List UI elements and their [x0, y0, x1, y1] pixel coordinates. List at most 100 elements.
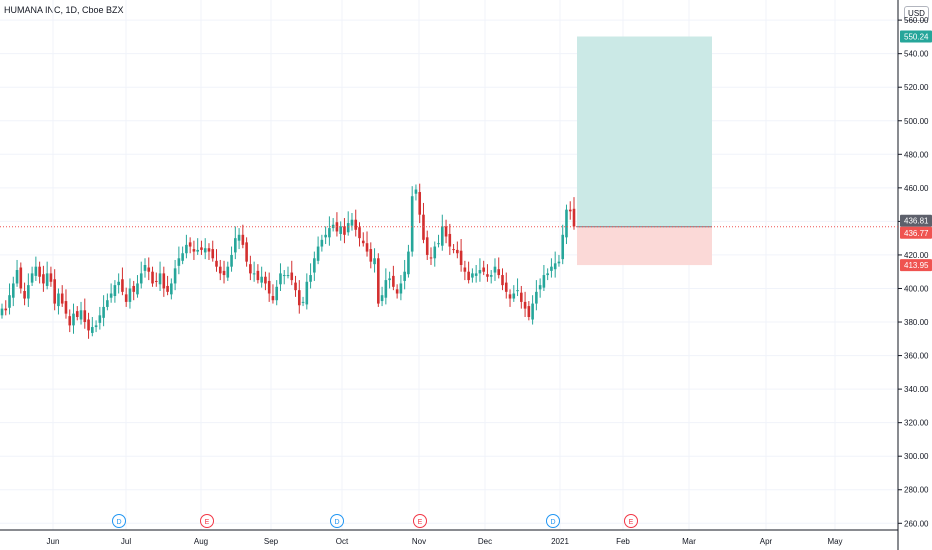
candle-body[interactable] — [297, 290, 301, 306]
candle-body[interactable] — [339, 226, 342, 234]
candle-body[interactable] — [294, 282, 297, 291]
candle-body[interactable] — [245, 242, 248, 262]
candle-body[interactable] — [452, 249, 455, 251]
candle-body[interactable] — [173, 268, 177, 284]
candle-body[interactable] — [8, 295, 11, 308]
candle-body[interactable] — [572, 208, 576, 227]
candle-body[interactable] — [64, 301, 68, 314]
candle-body[interactable] — [358, 227, 361, 239]
candle-body[interactable] — [482, 267, 485, 272]
candle-body[interactable] — [565, 209, 568, 238]
candle-body[interactable] — [79, 310, 83, 320]
candle-body[interactable] — [290, 272, 294, 281]
candle-body[interactable] — [275, 286, 279, 301]
loss-zone[interactable] — [577, 226, 712, 266]
candle-body[interactable] — [403, 271, 406, 281]
candle-body[interactable] — [508, 294, 512, 299]
candle-body[interactable] — [57, 293, 60, 307]
dividend-badge[interactable] — [112, 514, 126, 528]
candle-body[interactable] — [188, 242, 192, 247]
candle-body[interactable] — [166, 285, 169, 292]
candle-body[interactable] — [550, 266, 553, 271]
candle-body[interactable] — [271, 296, 275, 301]
candle-body[interactable] — [0, 308, 4, 316]
candle-body[interactable] — [87, 319, 90, 331]
candle-body[interactable] — [102, 306, 105, 318]
candle-body[interactable] — [369, 249, 373, 262]
candle-body[interactable] — [83, 310, 87, 323]
candle-body[interactable] — [196, 249, 199, 252]
candle-body[interactable] — [414, 189, 418, 194]
candle-body[interactable] — [354, 219, 358, 230]
candle-body[interactable] — [324, 234, 327, 238]
candle-body[interactable] — [185, 244, 188, 254]
candle-body[interactable] — [504, 282, 508, 292]
candle-body[interactable] — [407, 251, 410, 275]
candle-body[interactable] — [410, 196, 414, 252]
candle-body[interactable] — [501, 275, 504, 286]
candle-body[interactable] — [392, 275, 395, 287]
candle-body[interactable] — [136, 283, 139, 295]
candle-body[interactable] — [531, 303, 534, 320]
candle-body[interactable] — [474, 273, 478, 276]
candle-body[interactable] — [489, 275, 493, 277]
candle-body[interactable] — [252, 273, 256, 275]
candle-body[interactable] — [568, 209, 572, 212]
earnings-badge[interactable] — [200, 514, 214, 528]
candle-body[interactable] — [234, 238, 237, 253]
candle-body[interactable] — [75, 311, 79, 317]
candle-body[interactable] — [553, 263, 557, 270]
candle-body[interactable] — [207, 248, 211, 252]
candle-body[interactable] — [23, 290, 26, 299]
candle-body[interactable] — [429, 257, 433, 259]
candle-body[interactable] — [241, 234, 245, 245]
candle-body[interactable] — [53, 279, 56, 304]
candle-body[interactable] — [215, 260, 218, 267]
candle-body[interactable] — [68, 316, 72, 326]
candle-body[interactable] — [139, 273, 143, 284]
candle-body[interactable] — [27, 285, 30, 299]
candle-body[interactable] — [346, 223, 350, 233]
candle-body[interactable] — [301, 301, 305, 303]
candle-body[interactable] — [444, 226, 448, 237]
dividend-badge[interactable] — [546, 514, 560, 528]
candle-body[interactable] — [143, 265, 147, 271]
candle-body[interactable] — [527, 306, 531, 317]
candle-body[interactable] — [286, 275, 290, 277]
candle-body[interactable] — [279, 273, 282, 285]
dividend-badge[interactable] — [330, 514, 344, 528]
candle-body[interactable] — [264, 276, 267, 284]
candle-body[interactable] — [267, 280, 271, 294]
candle-body[interactable] — [109, 293, 113, 298]
candle-body[interactable] — [98, 315, 102, 323]
candle-body[interactable] — [162, 273, 166, 289]
candle-body[interactable] — [158, 273, 162, 285]
candle-body[interactable] — [170, 283, 173, 295]
candle-body[interactable] — [516, 290, 519, 292]
candle-body[interactable] — [15, 270, 19, 284]
candle-body[interactable] — [222, 270, 226, 276]
candle-body[interactable] — [181, 253, 184, 261]
candle-body[interactable] — [395, 289, 399, 294]
candle-body[interactable] — [218, 266, 222, 274]
candle-body[interactable] — [128, 288, 132, 302]
candle-body[interactable] — [456, 249, 459, 254]
candle-body[interactable] — [437, 243, 440, 245]
candle-body[interactable] — [230, 254, 233, 267]
candle-body[interactable] — [523, 301, 527, 309]
candle-body[interactable] — [313, 258, 316, 273]
candle-body[interactable] — [282, 275, 286, 277]
candle-body[interactable] — [365, 243, 369, 252]
candle-body[interactable] — [418, 192, 422, 215]
candle-body[interactable] — [34, 266, 38, 276]
candle-body[interactable] — [512, 293, 516, 299]
candle-body[interactable] — [19, 267, 23, 289]
candle-body[interactable] — [132, 285, 136, 292]
earnings-badge[interactable] — [624, 514, 638, 528]
candle-body[interactable] — [45, 273, 49, 286]
candle-body[interactable] — [493, 266, 497, 273]
candle-body[interactable] — [520, 292, 523, 302]
candle-body[interactable] — [316, 246, 320, 261]
candle-body[interactable] — [380, 295, 384, 302]
